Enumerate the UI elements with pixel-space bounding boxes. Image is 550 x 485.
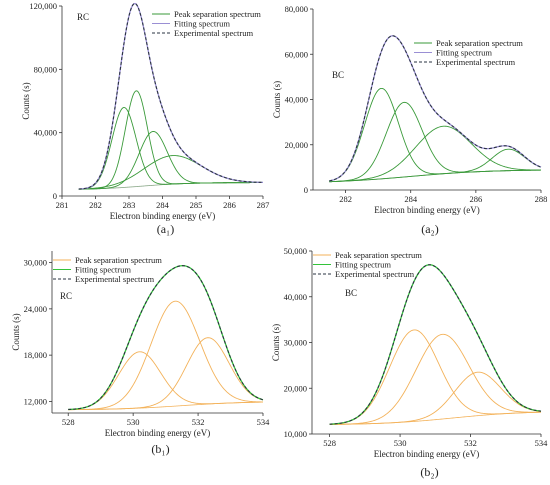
y-tick-label: 80,000 [285,4,308,14]
y-tick-label: 18,000 [24,350,47,360]
chart-title: RC [77,12,89,22]
legend-label-2: Fitting spectrum [436,48,492,58]
y-tick-label: 30,000 [24,258,47,268]
y-tick-label: 0 [304,185,308,195]
y-axis-label: Counts (s) [21,82,31,119]
y-axis-label: Counts (s) [272,81,282,118]
chart-panel-a1: 281 282 283 284 285 286 287 0 40,000 80,000 120,00… [21,1,269,236]
legend-label-2: Fitting spectrum [335,260,391,270]
y-tick-label: 20,000 [285,140,308,150]
y-tick-label: 20,000 [284,383,307,393]
x-tick-label: 282 [89,200,102,210]
experimental-spectrum-line [68,265,264,411]
x-axis-label: Electron binding energy (eV) [110,211,216,221]
peak-component-2 [329,333,542,425]
chart-panel-b2: 528 530 532 534 10,000 20,000 30,000 40,000 50,0… [271,246,548,479]
y-tick-label: 120,000 [29,1,57,11]
x-tick-label: 282 [339,194,352,204]
y-tick-label: 60,000 [285,49,308,59]
peak-component-1 [329,329,542,425]
x-axis-label: Electron binding energy (eV) [105,428,211,438]
x-tick-label: 284 [404,194,418,204]
x-tick-label: 528 [323,438,336,448]
experimental-spectrum-line [329,35,542,182]
y-tick-label: 40,000 [284,292,307,302]
x-tick-label: 528 [62,417,75,427]
x-tick-label: 530 [394,438,407,448]
x-tick-label: 283 [123,200,136,210]
x-tick-label: 530 [127,417,140,427]
peak-component-3 [68,337,264,411]
x-tick-label: 288 [535,194,548,204]
peak-component-3 [329,125,541,183]
legend-label-1: Peak separation spectrum [174,9,261,19]
legend-label-2: Fitting spectrum [174,19,230,29]
y-axis-label: Counts (s) [271,324,281,361]
peak-component-3 [78,131,263,190]
legend-label-3: Experimental spectrum [335,269,414,279]
chart-title: RC [60,291,72,301]
x-tick-label: 286 [223,200,236,210]
peak-component-1 [329,87,542,182]
legend-label-1: Peak separation spectrum [436,38,523,48]
y-tick-label: 40,000 [34,128,57,138]
chart-panel-b1: 528 530 532 534 12,000 18,000 24,000 30,000 Elec… [11,251,270,456]
x-axis-label: Electron binding energy (eV) [374,449,480,459]
panel-label: (a₁) [157,222,175,236]
legend-label-2: Fitting spectrum [75,265,131,275]
x-axis-label: Electron binding energy (eV) [374,205,480,215]
legend-label-1: Peak separation spectrum [335,250,422,260]
chart-title: BC [345,288,357,298]
experimental-spectrum-line [329,264,542,425]
peak-component-1 [68,351,264,410]
panel-label: (a₂) [421,222,439,236]
experimental-spectrum-line [78,2,264,190]
x-tick-label: 534 [535,438,549,448]
fitting-spectrum-line [329,264,542,425]
x-tick-label: 532 [192,417,205,427]
x-tick-label: 284 [156,200,170,210]
panel-label: (b₂) [420,465,438,479]
peak-component-2 [78,90,263,190]
x-tick-label: 285 [190,200,203,210]
legend-label-3: Experimental spectrum [436,57,515,67]
y-tick-label: 24,000 [24,304,47,314]
x-tick-label: 534 [257,417,271,427]
legend-label-3: Experimental spectrum [75,274,154,284]
peak-component-2 [68,300,264,411]
legend-label-3: Experimental spectrum [174,28,253,38]
legend-label-1: Peak separation spectrum [75,255,162,265]
y-tick-label: 10,000 [284,429,307,439]
x-tick-label: 281 [56,200,69,210]
y-axis-label: Counts (s) [11,313,21,350]
y-tick-label: 40,000 [285,95,308,105]
chart-title: BC [332,70,344,80]
panel-label: (b₁) [151,442,169,456]
peak-component-1 [78,107,263,190]
y-tick-label: 12,000 [24,396,47,406]
peak-component-3 [329,371,542,425]
peak-component-4 [329,148,542,183]
peak-component-2 [329,101,542,183]
y-tick-label: 0 [53,191,57,201]
y-tick-label: 80,000 [34,64,57,74]
y-tick-label: 50,000 [284,246,307,256]
fitting-spectrum-line [68,265,264,411]
chart-panel-a2: 282 284 286 288 0 20,000 40,000 60,000 80,000 Ele… [272,4,547,236]
x-tick-label: 286 [469,194,482,204]
y-tick-label: 30,000 [284,338,307,348]
x-tick-label: 287 [257,200,270,210]
x-tick-label: 532 [464,438,477,448]
